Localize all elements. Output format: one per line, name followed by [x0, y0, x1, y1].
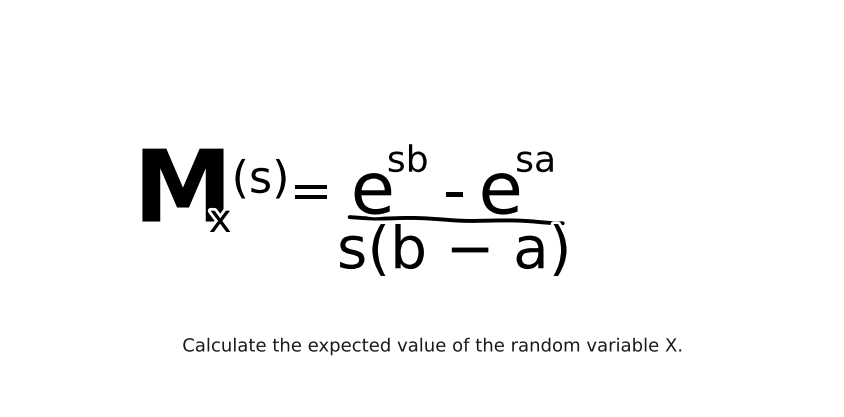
Text: s(b − a): s(b − a) — [337, 223, 571, 280]
Text: -: - — [442, 161, 466, 227]
Text: (s): (s) — [231, 159, 289, 202]
Text: sb: sb — [387, 145, 429, 179]
Text: x: x — [208, 202, 232, 240]
Text: Calculate the expected value of the random variable X.: Calculate the expected value of the rand… — [182, 337, 683, 355]
Text: e: e — [479, 160, 523, 229]
Text: e: e — [350, 160, 395, 229]
Text: M: M — [133, 146, 233, 243]
Text: sa: sa — [515, 145, 556, 179]
Text: =: = — [290, 170, 332, 218]
